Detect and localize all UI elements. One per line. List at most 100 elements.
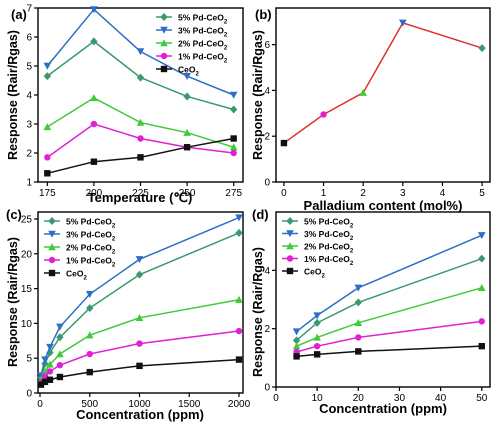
data-point: [292, 342, 301, 350]
x-axis-label: Concentration (ppm): [319, 401, 447, 416]
data-point: [354, 284, 363, 292]
legend-marker: [160, 39, 168, 47]
data-point: [477, 284, 486, 292]
x-tick-label: 10: [312, 393, 324, 404]
data-point: [183, 144, 191, 151]
data-point: [478, 44, 486, 53]
panel-c: (c) Response (Rair/Rgas) Concentration (…: [6, 207, 251, 422]
x-tick-label: 275: [225, 188, 242, 199]
legend-marker: [48, 217, 56, 225]
data-point: [46, 368, 54, 375]
legend-marker: [286, 230, 294, 238]
data-point: [136, 48, 145, 56]
data-point: [399, 19, 407, 27]
series-layer: [292, 232, 486, 360]
x-tick-label: 0: [37, 399, 43, 410]
legend-marker: [160, 65, 168, 73]
data-point: [56, 373, 64, 381]
panel-a: (a) Response (Rair/Rgas) Temperature (℃)…: [6, 4, 244, 205]
x-tick-label: 1: [321, 188, 327, 199]
x-tick-label: 200: [86, 188, 103, 199]
y-tick-label: 7: [26, 4, 32, 15]
y-tick-label: 25: [21, 214, 33, 225]
x-tick-label: 175: [39, 188, 56, 199]
data-point: [90, 158, 98, 165]
data-point: [235, 327, 243, 335]
legend-label: CeO2: [66, 269, 87, 282]
series-layer: [43, 6, 238, 177]
legend-label: 2% Pd-CeO2: [304, 242, 354, 255]
y-axis-label: Response (Rair/Rgas): [251, 30, 265, 160]
data-point: [229, 105, 238, 114]
data-point: [355, 348, 362, 355]
data-point: [235, 214, 243, 222]
series-line: [296, 287, 482, 347]
data-point: [46, 343, 54, 351]
legend-label: 5% Pd-CeO2: [178, 13, 228, 26]
data-point: [313, 318, 321, 327]
series-line: [296, 257, 483, 341]
data-point: [56, 323, 64, 331]
legend-marker: [48, 230, 56, 238]
plot-frame: [275, 7, 491, 183]
data-point: [56, 361, 64, 369]
axis-ticks: 0 500 1000 1500 2000 0 5 10 15 20 25: [21, 214, 251, 410]
data-point: [229, 91, 238, 99]
data-point: [85, 331, 94, 339]
data-point: [37, 381, 45, 388]
x-tick-label: 30: [394, 393, 406, 404]
data-point: [41, 378, 49, 386]
data-point: [43, 123, 52, 131]
x-tick-label: 0: [273, 393, 279, 404]
data-point: [292, 328, 301, 336]
axis-ticks: 0 1 2 3 4 5 0 2 4 6: [264, 40, 485, 199]
legend-label: CeO2: [178, 65, 199, 78]
data-point: [90, 6, 98, 14]
legend-marker: [286, 242, 294, 250]
series-line: [296, 234, 483, 333]
data-point: [313, 333, 321, 341]
x-tick-label: 0: [281, 188, 287, 199]
data-point: [354, 319, 363, 327]
y-tick-label: 10: [21, 319, 33, 330]
legend-label: 3% Pd-CeO2: [304, 229, 354, 242]
legend-marker: [160, 52, 168, 60]
data-point: [320, 111, 327, 118]
series-layer: [37, 214, 243, 388]
y-tick-label: 2: [264, 132, 270, 143]
plot-frame: [275, 211, 491, 388]
x-tick-label: 2: [360, 188, 366, 199]
data-point: [477, 232, 486, 240]
data-point: [135, 314, 144, 322]
y-tick-label: 3: [26, 120, 32, 131]
data-point: [56, 350, 64, 358]
data-point: [235, 356, 243, 363]
data-point: [90, 120, 98, 128]
data-point: [90, 37, 98, 46]
legend-marker: [286, 267, 294, 275]
data-point: [44, 170, 51, 177]
data-point: [354, 298, 363, 307]
y-tick-label: 6: [264, 40, 270, 51]
data-point: [43, 72, 52, 81]
data-point: [136, 118, 145, 126]
data-point: [46, 376, 54, 383]
data-point: [136, 73, 145, 82]
legend-marker: [48, 243, 56, 251]
y-tick-label: 0: [264, 178, 270, 189]
y-axis-label: Response (Rair/Rgas): [251, 247, 265, 377]
data-point: [229, 143, 238, 151]
legend-label: CeO2: [304, 267, 325, 280]
legend-marker: [286, 217, 294, 225]
panel-label: (b): [255, 7, 272, 22]
data-point: [86, 368, 93, 376]
data-point: [86, 304, 94, 313]
data-point: [137, 154, 144, 161]
axis-ticks: 0 10 20 30 40 50 0 2 4: [264, 266, 487, 404]
panel-label: (d): [252, 207, 269, 222]
axis-ticks: 175 200 225 250 275 1 2 3 4 5 6 7: [26, 4, 242, 200]
plot-frame: [37, 211, 244, 394]
data-point: [313, 312, 321, 320]
